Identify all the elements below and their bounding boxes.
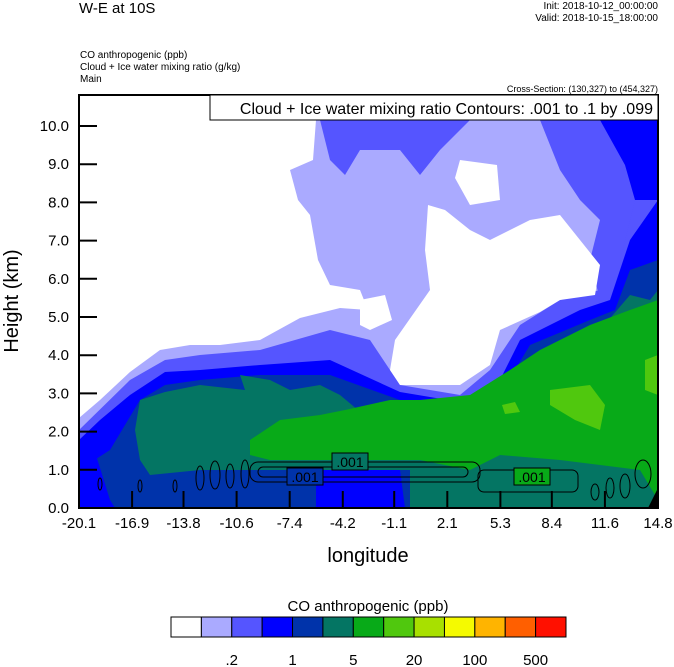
field-label-main: Main (80, 74, 102, 85)
co-level-blue-lowleft (79, 448, 115, 508)
plot-title: W-E at 10S (79, 0, 156, 17)
x-tick-label: -4.2 (330, 515, 356, 532)
colorbar-label: 500 (523, 652, 548, 667)
y-tick-label: 10.0 (40, 118, 69, 135)
colorbar-swatch (170, 616, 202, 638)
contour-info: Cloud + Ice water mixing ratio Contours:… (240, 101, 653, 118)
y-tick-label: 2.0 (48, 424, 69, 441)
terrain (648, 488, 658, 508)
colorbar-swatch (504, 616, 537, 638)
colorbar-label: 5 (349, 652, 357, 667)
colorbar-swatch (292, 616, 324, 638)
y-tick-label: 3.0 (48, 385, 69, 402)
x-axis-label: longitude (327, 545, 408, 567)
contour-info-box (209, 94, 659, 121)
cloud-contour-line (209, 460, 221, 490)
colorbar-swatch (474, 616, 506, 638)
co-level-white-3 (360, 295, 392, 330)
y-tick-label: 0.0 (48, 500, 69, 517)
colorbar-swatch (200, 616, 233, 638)
colorbar-label: 100 (462, 652, 487, 667)
colorbar-title: CO anthropogenic (ppb) (288, 598, 449, 615)
cloud-contour-line (619, 473, 631, 499)
co-level-green (250, 300, 658, 500)
colorbar-swatch (443, 616, 476, 638)
x-tick-label: -10.6 (220, 515, 254, 532)
colorbar-swatch (352, 616, 385, 638)
co-level-lightgreen-2 (645, 355, 658, 395)
x-tick-label: 2.1 (437, 515, 458, 532)
x-tick-label: -1.1 (381, 515, 407, 532)
x-tick-label: 8.4 (541, 515, 562, 532)
cloud-contour-line (137, 479, 143, 493)
cloud-contour-line (240, 459, 250, 489)
colorbar-swatch (535, 616, 567, 638)
colorbar: .2 1 5 20 100 500 (170, 616, 567, 667)
co-level-blue-top (600, 120, 658, 200)
cloud-contour-line (634, 459, 652, 489)
contour-labels: .001 .001 .001 (286, 452, 551, 486)
contour-label: .001 (291, 469, 318, 485)
y-tick-label: 6.0 (48, 271, 69, 288)
colorbar-label: .2 (226, 652, 239, 667)
colorbar-swatch (383, 616, 415, 638)
co-level-lightgreen-3 (502, 402, 520, 414)
cloud-contour-line (97, 477, 103, 491)
cloud-contour-line (590, 483, 600, 501)
co-level-lightgreen-1 (550, 385, 605, 430)
co-level-white-2 (390, 205, 600, 385)
y-tick-label: 4.0 (48, 347, 69, 364)
colorbar-swatch (413, 616, 445, 638)
y-tick-label: 8.0 (48, 194, 69, 211)
y-tick-label: 1.0 (48, 462, 69, 479)
y-tick-label: 9.0 (48, 156, 69, 173)
field-label-co: CO anthropogenic (ppb) (80, 50, 188, 61)
init-time: Init: 2018-10-12_00:00:00 (543, 1, 658, 12)
cloud-contour-line (172, 479, 178, 493)
colorbar-swatch (261, 616, 294, 638)
field-label-cloud: Cloud + Ice water mixing ratio (g/kg) (80, 62, 241, 73)
co-level-white-1 (455, 160, 500, 205)
x-tick-label: -16.9 (115, 515, 149, 532)
co-level-periwinkle-top (320, 120, 470, 175)
x-tick-label: 11.6 (591, 515, 619, 532)
axis-ticks: -20.1 -16.9 -13.8 -10.6 -7.4 -4.2 -1.1 2.1 5.3 8.… (40, 118, 673, 532)
filled-contours (79, 120, 658, 508)
contour-label: .001 (336, 454, 363, 470)
cross-section-label: Cross-Section: (130,327) to (454,327) (506, 84, 658, 94)
x-tick-label: -20.1 (62, 515, 96, 532)
cloud-contour-line (605, 477, 615, 499)
valid-time: Valid: 2018-10-15_18:00:00 (535, 13, 658, 24)
contour-label: .001 (518, 469, 545, 485)
y-tick-label: 7.0 (48, 233, 69, 250)
x-tick-label: -13.8 (166, 515, 200, 532)
cloud-contour-line (225, 463, 235, 489)
x-tick-label: 5.3 (490, 515, 511, 532)
colorbar-label: 20 (406, 652, 423, 667)
y-tick-label: 5.0 (48, 309, 69, 326)
colorbar-swatch (322, 616, 354, 638)
cloud-contours (97, 459, 652, 501)
y-axis-label: Height (km) (1, 249, 23, 352)
colorbar-label: 1 (288, 652, 296, 667)
colorbar-swatch (231, 616, 263, 638)
x-tick-label: -7.4 (277, 515, 303, 532)
co-level-blue-lowmid (316, 470, 405, 508)
x-tick-label: 14.8 (643, 515, 672, 532)
cloud-contour-line (195, 465, 205, 491)
